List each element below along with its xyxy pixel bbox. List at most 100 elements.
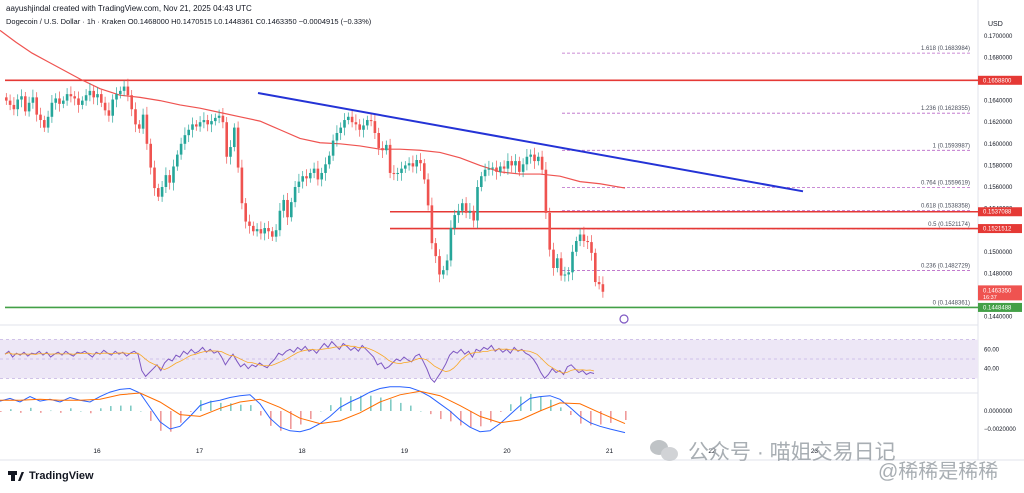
candle-body-86 [331, 140, 335, 156]
candle-body-138 [529, 154, 532, 157]
current-price-tag [978, 285, 1022, 301]
horizontal-levels [5, 79, 978, 309]
level-tag-0 [978, 75, 1022, 85]
candle-body-27 [107, 110, 111, 116]
candle-body-111 [426, 179, 430, 206]
candle-body-51 [198, 122, 202, 127]
candle-body-66 [255, 229, 259, 232]
current-price-label: 0.1463350 [983, 288, 1012, 294]
watermark-left-text: 公众号 · 喵姐交易日记 [688, 441, 896, 464]
candle-body-146 [559, 258, 563, 276]
time-tick-3: 19 [401, 448, 409, 455]
candle-body-21 [84, 95, 88, 101]
current-price-time: 16:37 [983, 295, 997, 301]
price-tick-4: 0.1620000 [984, 120, 1013, 126]
candle-body-87 [335, 133, 339, 141]
candle-body-143 [548, 212, 551, 250]
candle-body-102 [392, 172, 396, 175]
candle-body-99 [381, 148, 384, 151]
candle-body-130 [499, 166, 502, 172]
candle-body-119 [457, 210, 460, 216]
tradingview-logo[interactable]: TradingView [8, 470, 94, 482]
candle-body-108 [415, 160, 418, 167]
candle-body-83 [320, 172, 323, 180]
candle-body-152 [582, 234, 586, 241]
candle-body-1 [8, 100, 12, 105]
candle-body-28 [111, 99, 114, 116]
macd-hist-28 [280, 411, 282, 431]
macd-hist-18 [180, 411, 182, 423]
candle-body-52 [202, 120, 206, 123]
candle-body-98 [377, 133, 380, 149]
candle-body-114 [438, 256, 441, 275]
candle-body-115 [442, 270, 445, 275]
candle-body-34 [134, 109, 137, 125]
macd-hist-44 [440, 411, 442, 420]
currency-label: USD [988, 21, 1003, 28]
macd-hist-38 [380, 397, 382, 411]
macd-hist-23 [230, 403, 232, 411]
candle-body-78 [301, 176, 304, 182]
macd-hist-56 [560, 407, 562, 411]
candle-body-63 [244, 203, 247, 222]
candle-body-150 [575, 241, 578, 252]
macd-hist-1 [10, 409, 12, 411]
candle-body-46 [179, 143, 183, 155]
candle-body-92 [354, 122, 358, 125]
candle-body-24 [96, 94, 99, 98]
candle-body-128 [491, 167, 494, 169]
candle-body-20 [81, 100, 84, 105]
level-tag-1 [978, 207, 1022, 217]
candle-body-6 [27, 102, 31, 112]
candle-body-10 [43, 120, 46, 128]
price-tick-1: 0.1680000 [984, 55, 1013, 61]
candle-body-79 [305, 176, 308, 179]
candle-body-60 [233, 127, 236, 148]
candle-body-23 [92, 90, 95, 98]
macd-hist-45 [450, 411, 452, 422]
candle-body-54 [210, 121, 213, 125]
candle-body-154 [590, 242, 593, 253]
fib-label-7: 0 (0.1448361) [933, 301, 970, 307]
rsi-panel [0, 339, 978, 383]
candle-body-68 [263, 228, 266, 234]
candle-body-129 [495, 167, 498, 172]
level-tag-label-1: 0.1537088 [983, 210, 1012, 216]
macd-hist-59 [590, 411, 592, 426]
trendline [257, 92, 804, 324]
candle-body-149 [571, 251, 574, 273]
wechat-icon [650, 438, 680, 464]
candle-body-141 [540, 156, 544, 170]
candle-body-156 [597, 282, 601, 285]
fib-label-6: 0.236 (0.1482729) [921, 263, 970, 269]
candle-body-116 [445, 260, 449, 271]
fib-label-5: 0.5 (0.1521174) [928, 222, 970, 228]
fib-label-1: 1.236 (0.1628355) [921, 106, 970, 112]
macd-hist-41 [410, 405, 412, 411]
macd-hist-43 [430, 411, 432, 415]
candle-body-134 [514, 161, 517, 166]
candle-body-93 [358, 124, 361, 130]
candle-body-50 [195, 124, 198, 127]
macd-hist-7 [70, 408, 72, 411]
candle-body-70 [271, 231, 274, 237]
macd-hist-9 [90, 411, 92, 414]
candle-body-133 [510, 161, 513, 166]
candle-body-136 [521, 164, 525, 172]
macd-hist-48 [480, 411, 482, 427]
candle-body-15 [62, 100, 65, 104]
candle-body-33 [130, 95, 133, 110]
candle-body-121 [464, 203, 468, 213]
candle-body-77 [297, 181, 301, 187]
rsi-tick-1: 40.00 [984, 367, 1000, 373]
macd-line [0, 386, 626, 434]
level-tag-2 [978, 224, 1022, 234]
candle-body-82 [316, 168, 320, 180]
candle-body-157 [601, 284, 605, 292]
candle-body-71 [274, 230, 278, 237]
candle-body-44 [172, 166, 175, 183]
macd-hist-40 [400, 402, 402, 411]
candle-body-144 [552, 249, 555, 268]
macd-panel [0, 386, 627, 434]
candle-body-124 [476, 187, 479, 221]
